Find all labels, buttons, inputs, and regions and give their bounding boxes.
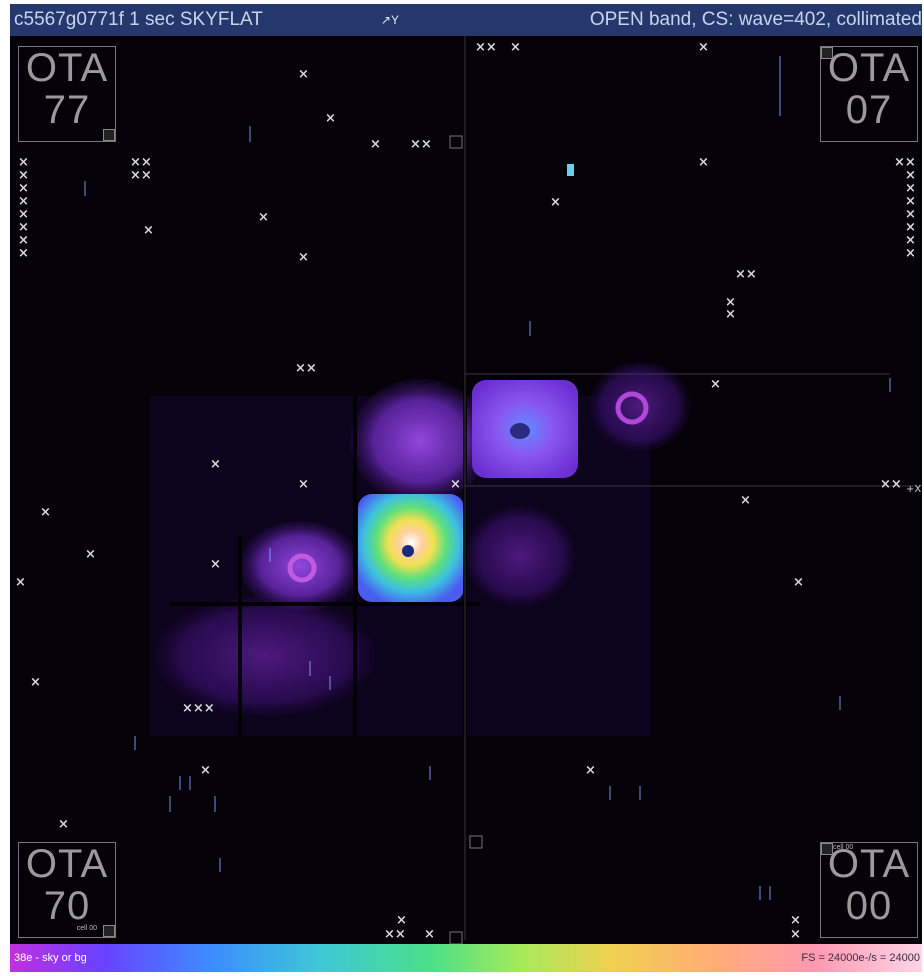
svg-text:××: ×× xyxy=(475,40,497,55)
svg-text:×: × xyxy=(85,547,96,562)
svg-text:×: × xyxy=(550,195,561,210)
y-axis-arrow-icon: ↗Y xyxy=(380,13,399,27)
svg-text:×: × xyxy=(18,220,29,235)
svg-text:×: × xyxy=(698,40,709,55)
svg-text:×: × xyxy=(905,220,916,235)
title-bar: c5567g0771f 1 sec SKYFLAT ↗Y OPEN band, … xyxy=(10,4,922,36)
svg-text:×: × xyxy=(370,137,381,152)
svg-text:×: × xyxy=(200,763,211,778)
svg-text:×: × xyxy=(905,168,916,183)
svg-text:×: × xyxy=(396,913,407,928)
svg-text:×: × xyxy=(424,927,435,942)
svg-text:×: × xyxy=(790,913,801,928)
svg-text:×: × xyxy=(18,246,29,261)
svg-text:×: × xyxy=(740,493,751,508)
svg-text:××: ×× xyxy=(880,477,902,492)
svg-text:×: × xyxy=(210,557,221,572)
scale-high-label: FS = 24000e-/s = 24000 xyxy=(801,952,920,964)
ota-label-bottom-right: cell 00 OTA 00 xyxy=(820,842,918,938)
svg-text:××: ×× xyxy=(130,155,152,170)
svg-text:×: × xyxy=(905,181,916,196)
glow-lower-left xyxy=(155,596,375,716)
svg-text:×: × xyxy=(210,457,221,472)
cell-label: cell 00 xyxy=(76,925,97,932)
svg-text:×: × xyxy=(585,763,596,778)
cell-marker-icon xyxy=(103,925,115,937)
ota-number: 07 xyxy=(845,88,893,132)
exposure-title: c5567g0771f 1 sec SKYFLAT xyxy=(14,9,263,30)
svg-text:××: ×× xyxy=(384,927,406,942)
ota-label-bottom-left: OTA 70 cell 00 xyxy=(18,842,116,938)
svg-text:×: × xyxy=(725,295,736,310)
mosaic-graphic: ××× ×××××× ×××× ×××× ××× ××× ×× × ××××× ×… xyxy=(15,36,922,944)
svg-text:×: × xyxy=(793,575,804,590)
svg-text:×: × xyxy=(18,207,29,222)
svg-text:×: × xyxy=(325,111,336,126)
bright-pixel xyxy=(567,164,574,176)
glow-below-right xyxy=(465,506,575,606)
ota-id: OTA xyxy=(827,46,911,90)
ota-label-top-left: OTA 77 xyxy=(18,46,116,142)
cell-marker-icon xyxy=(821,843,833,855)
svg-text:×: × xyxy=(905,207,916,222)
svg-text:×: × xyxy=(725,307,736,322)
cell-label: cell 00 xyxy=(833,844,854,851)
svg-text:×: × xyxy=(30,675,41,690)
svg-text:×: × xyxy=(710,377,721,392)
ota-label-top-right: OTA 07 xyxy=(820,46,918,142)
svg-text:×: × xyxy=(40,505,51,520)
svg-text:×: × xyxy=(905,246,916,261)
svg-text:×: × xyxy=(298,67,309,82)
svg-text:×: × xyxy=(905,233,916,248)
svg-text:×: × xyxy=(298,477,309,492)
svg-text:×: × xyxy=(18,155,29,170)
ota-id: OTA xyxy=(827,842,911,886)
svg-text:××: ×× xyxy=(735,267,757,282)
svg-text:×××: ××× xyxy=(182,701,215,716)
svg-text:××: ×× xyxy=(410,137,432,152)
svg-text:×: × xyxy=(510,40,521,55)
svg-text:×: × xyxy=(258,210,269,225)
cell-marker-icon xyxy=(103,129,115,141)
image-frame: c5567g0771f 1 sec SKYFLAT ↗Y OPEN band, … xyxy=(10,4,922,972)
scale-low-label: 38e - sky or bg xyxy=(14,952,87,964)
svg-text:×: × xyxy=(18,194,29,209)
color-scale-bar: 38e - sky or bg FS = 24000e-/s = 24000 xyxy=(10,944,922,972)
ota-id: OTA xyxy=(25,842,109,886)
svg-text:×: × xyxy=(18,233,29,248)
svg-text:×: × xyxy=(15,575,26,590)
svg-text:×: × xyxy=(18,168,29,183)
svg-text:××: ×× xyxy=(295,361,317,376)
svg-text:×: × xyxy=(698,155,709,170)
svg-text:×: × xyxy=(450,477,461,492)
svg-text:×: × xyxy=(18,181,29,196)
glow-left-cell xyxy=(240,521,360,611)
glow-upper-cell xyxy=(350,379,490,503)
ota-number: 70 xyxy=(43,884,91,928)
bad-pixel-markers: ××× ×××××× ×××× ×××× ××× ××× ×× × ××××× ×… xyxy=(15,40,916,942)
svg-text:×: × xyxy=(58,817,69,832)
ota-id: OTA xyxy=(25,46,109,90)
svg-text:×: × xyxy=(790,927,801,942)
focal-plane-mosaic: × × × ×× ×× ×× × × × × × × × × × × × × × × ×× × ×× × × × ×… xyxy=(10,36,922,944)
svg-text:××: ×× xyxy=(894,155,916,170)
svg-text:××: ×× xyxy=(130,168,152,183)
filter-info: OPEN band, CS: wave=402, collimated xyxy=(589,9,922,30)
ota-number: 00 xyxy=(845,884,893,928)
svg-text:×: × xyxy=(143,223,154,238)
svg-text:×: × xyxy=(905,194,916,209)
svg-text:×: × xyxy=(298,250,309,265)
cell-marker-icon xyxy=(821,47,833,59)
glow-right-cell xyxy=(590,361,690,451)
x-axis-label: +X xyxy=(906,484,921,495)
ota-number: 77 xyxy=(43,88,91,132)
